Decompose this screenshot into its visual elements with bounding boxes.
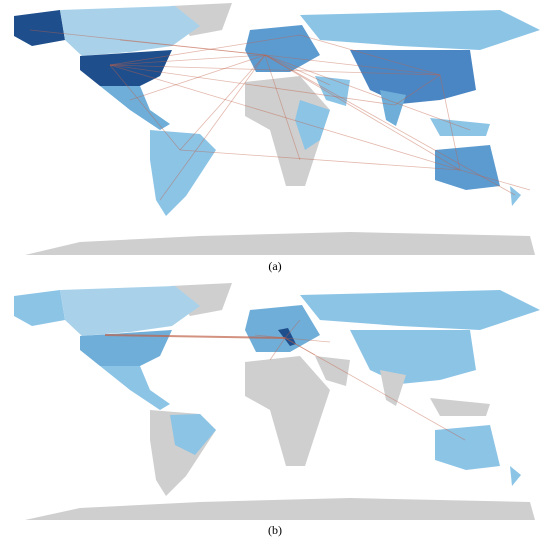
australia — [435, 425, 500, 470]
central-america — [100, 366, 170, 410]
italy — [278, 328, 296, 346]
new-zealand — [510, 466, 521, 486]
map-b — [14, 283, 540, 520]
russia — [300, 290, 540, 330]
africa — [245, 356, 330, 466]
antarctica — [25, 232, 535, 255]
caption: (b) — [268, 523, 282, 537]
usa — [80, 330, 172, 366]
canada — [60, 286, 200, 336]
antarctica — [25, 498, 535, 520]
brazil — [170, 414, 216, 455]
canada — [60, 6, 200, 56]
new-zealand — [510, 186, 521, 206]
east-africa — [295, 100, 330, 150]
collaboration-links — [29, 29, 531, 201]
australia — [435, 145, 500, 190]
russia — [300, 10, 540, 50]
caption: (a) — [268, 259, 281, 273]
china — [350, 330, 476, 384]
collaboration-links — [104, 319, 466, 441]
india — [380, 370, 406, 406]
se-asia — [430, 118, 490, 136]
usa — [80, 50, 172, 86]
central-america — [100, 86, 170, 130]
south-america — [150, 130, 216, 216]
europe — [245, 305, 320, 352]
map-a — [14, 3, 540, 255]
china — [350, 50, 476, 104]
middle-east — [315, 76, 350, 106]
se-asia — [430, 398, 490, 416]
middle-east — [315, 356, 350, 386]
europe — [245, 25, 320, 72]
alaska — [14, 10, 65, 46]
alaska — [14, 290, 65, 326]
india — [380, 90, 406, 126]
